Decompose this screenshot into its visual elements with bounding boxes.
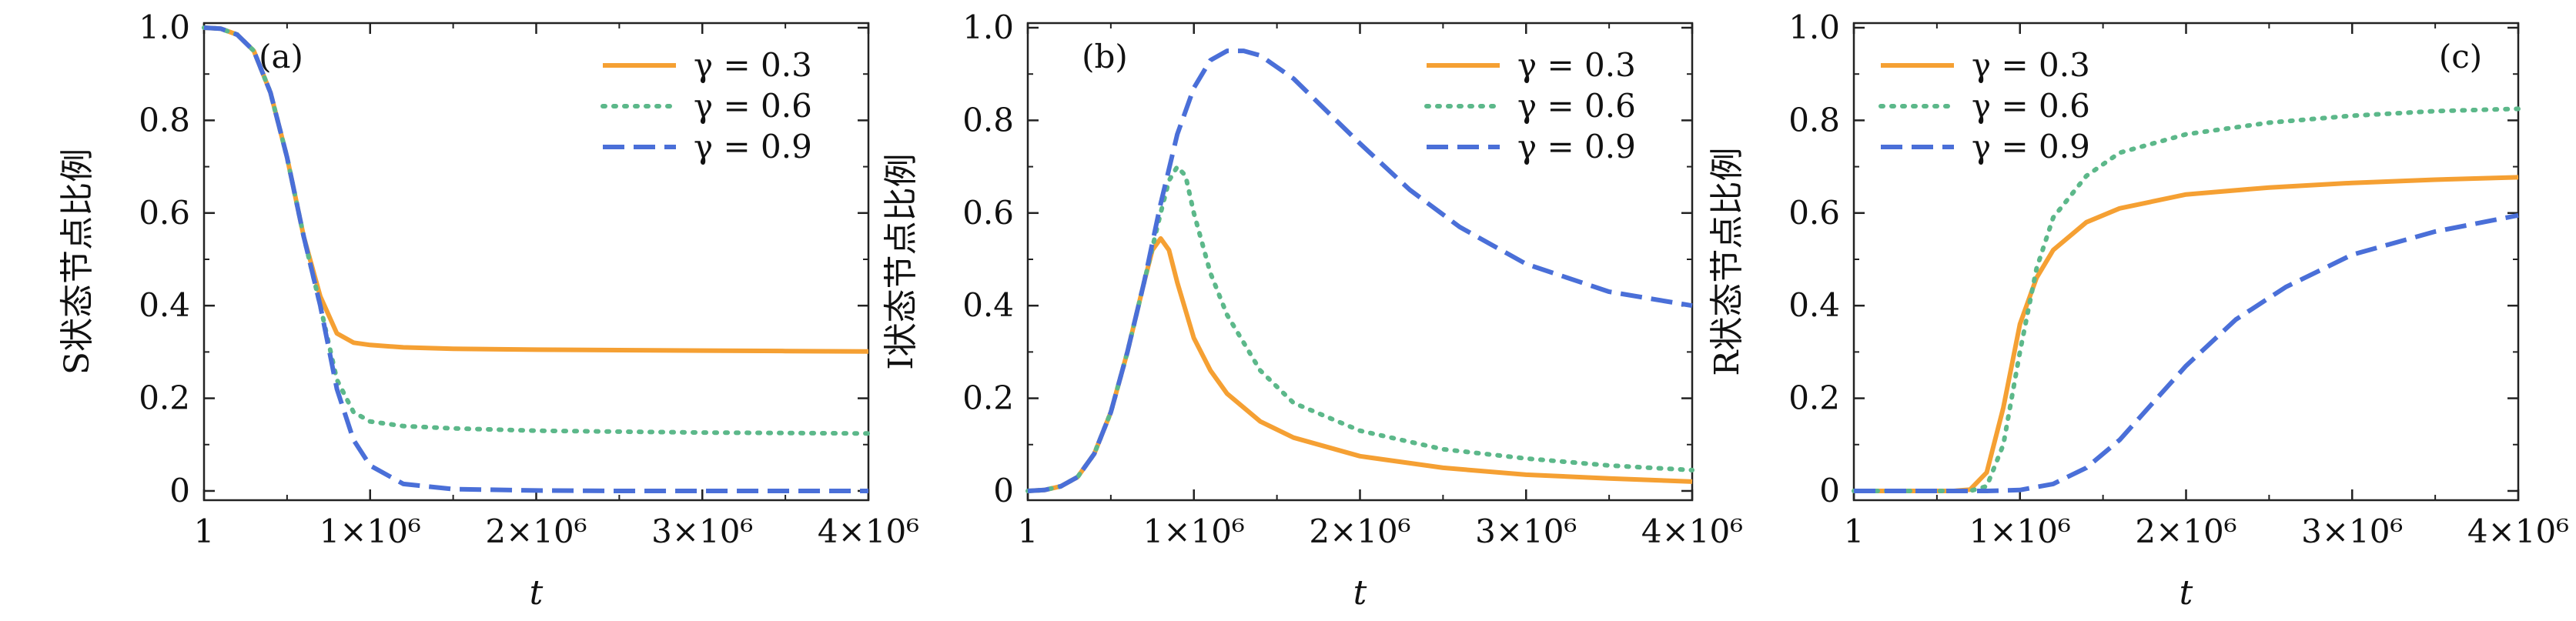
legend-label-1: γ = 0.3 [1972, 46, 2090, 84]
x-axis-title: t [530, 573, 544, 613]
y-tick-label: 0.4 [962, 286, 1014, 324]
y-tick-label: 0.8 [1788, 101, 1840, 139]
x-tick-label: 4×10⁶ [818, 512, 919, 550]
legend-label-2: γ = 0.6 [1517, 87, 1636, 125]
x-tick-label: 4×10⁶ [2467, 512, 2569, 550]
x-axis-title: t [2180, 573, 2193, 613]
series-line-2 [1852, 106, 2521, 493]
y-tick-label: 0.8 [139, 101, 190, 139]
legend-label-3: γ = 0.9 [694, 128, 812, 165]
legend-label-2: γ = 0.6 [1972, 87, 2090, 125]
y-tick-label: 1.0 [139, 8, 190, 46]
y-tick-label: 0.2 [1788, 379, 1840, 417]
series-line-3 [203, 25, 868, 493]
legend-label-1: γ = 0.3 [694, 46, 812, 84]
y-tick-label: 0 [993, 472, 1014, 509]
x-tick-label: 2×10⁶ [2135, 512, 2236, 550]
y-tick-label: 0.2 [962, 379, 1014, 417]
legend-label-3: γ = 0.9 [1972, 128, 2090, 165]
panel-tag: (b) [1082, 38, 1128, 75]
x-tick-label: 1 [1844, 512, 1865, 550]
x-tick-label: 2×10⁶ [1309, 512, 1410, 550]
x-tick-label: 1×10⁶ [1143, 512, 1245, 550]
y-tick-label: 1.0 [962, 8, 1014, 46]
y-tick-label: 0.4 [139, 286, 190, 324]
y-tick-label: 0.4 [1788, 286, 1840, 324]
y-axis-title: S状态节点比例 [58, 149, 97, 375]
x-tick-label: 3×10⁶ [1475, 512, 1577, 550]
y-axis-title: I状态节点比例 [882, 153, 921, 369]
x-axis-title: t [1353, 573, 1367, 613]
panel-tag: (a) [259, 38, 303, 75]
series-line-2 [1025, 164, 1694, 493]
y-tick-label: 0 [169, 472, 190, 509]
panel-tag: (c) [2439, 38, 2482, 75]
y-tick-label: 0.6 [1788, 194, 1840, 232]
y-axis-title: R状态节点比例 [1708, 147, 1747, 376]
y-tick-label: 0.6 [139, 194, 190, 232]
x-tick-label: 3×10⁶ [651, 512, 753, 550]
legend-label-2: γ = 0.6 [694, 87, 812, 125]
x-tick-label: 1 [1018, 512, 1039, 550]
x-tick-label: 2×10⁶ [485, 512, 587, 550]
x-tick-label: 3×10⁶ [2301, 512, 2403, 550]
x-tick-label: 1 [194, 512, 215, 550]
panel-b: 1 1×10⁶ 2×10⁶ 3×10⁶ 4×10⁶ 0 0.2 0.4 0.6 0.8 1.0 t I状… [882, 8, 1743, 613]
series-line-3 [1854, 212, 2519, 493]
panel-a: 1 1×10⁶ 2×10⁶ 3×10⁶ 4×10⁶ 0 0.2 0.4 0.6 0.8 1.0 t S状… [58, 8, 919, 613]
y-tick-label: 1.0 [1788, 8, 1840, 46]
y-tick-label: 0.2 [139, 379, 190, 417]
y-tick-label: 0 [1819, 472, 1840, 509]
x-tick-label: 1×10⁶ [319, 512, 421, 550]
plot-frame [1852, 22, 2520, 502]
series-line-2 [202, 25, 871, 436]
y-tick-label: 0.8 [962, 101, 1014, 139]
x-tick-label: 4×10⁶ [1641, 512, 1743, 550]
legend-label-1: γ = 0.3 [1517, 46, 1636, 84]
y-tick-label: 0.6 [962, 194, 1014, 232]
series-line-3 [1027, 48, 1693, 493]
series-line-1 [1027, 235, 1693, 493]
panel-c: 1 1×10⁶ 2×10⁶ 3×10⁶ 4×10⁶ 0 0.2 0.4 0.6 0.8 1.0 t R状… [1708, 8, 2569, 613]
series-line-1 [1854, 175, 2519, 493]
x-tick-label: 1×10⁶ [1969, 512, 2071, 550]
legend-label-3: γ = 0.9 [1517, 128, 1636, 165]
